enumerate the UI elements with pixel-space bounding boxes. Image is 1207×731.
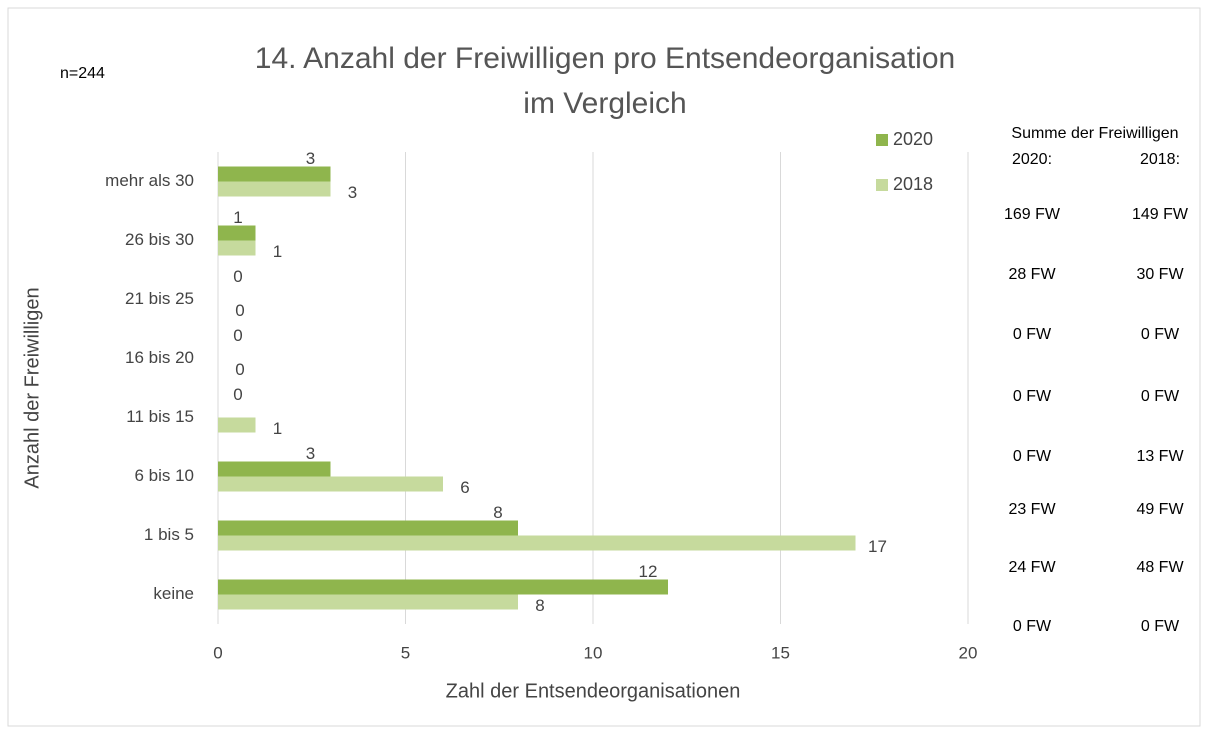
table-cell: 23 FW	[1008, 501, 1056, 518]
table-title: Summe der Freiwilligen	[1011, 125, 1178, 142]
data-label: 3	[306, 444, 315, 463]
bar	[218, 535, 856, 551]
table-cell: 0 FW	[1013, 388, 1052, 405]
chart-frame	[7, 7, 1201, 727]
data-label: 17	[868, 537, 887, 556]
data-label: 1	[273, 242, 282, 261]
data-label: 8	[493, 503, 502, 522]
data-label: 1	[273, 419, 282, 438]
y-tick-label: 1 bis 5	[144, 525, 194, 544]
chart-title: 14. Anzahl der Freiwilligen pro Entsende…	[255, 42, 955, 75]
y-tick-label: mehr als 30	[105, 171, 194, 190]
data-label: 0	[235, 360, 244, 379]
table-header: 2018:	[1140, 151, 1180, 168]
bar	[218, 594, 518, 610]
x-tick-label: 15	[771, 643, 790, 662]
table-cell: 149 FW	[1132, 206, 1189, 223]
x-tick-label: 10	[584, 643, 603, 662]
x-axis-label: Zahl der Entsendeorganisationen	[446, 680, 741, 702]
bar	[218, 181, 331, 197]
bar	[218, 520, 518, 536]
bar	[218, 461, 331, 477]
bar	[218, 579, 668, 595]
y-axis-label: Anzahl der Freiwilligen	[21, 287, 43, 488]
table-cell: 0 FW	[1013, 618, 1052, 635]
x-tick-label: 20	[959, 643, 978, 662]
table-cell: 28 FW	[1008, 266, 1056, 283]
chart-title: im Vergleich	[523, 87, 686, 120]
table-cell: 0 FW	[1141, 326, 1180, 343]
data-label: 6	[460, 478, 469, 497]
bar	[218, 240, 256, 256]
bar	[218, 225, 256, 241]
table-cell: 0 FW	[1141, 388, 1180, 405]
table-cell: 0 FW	[1013, 326, 1052, 343]
table-cell: 0 FW	[1013, 448, 1052, 465]
y-tick-label: 26 bis 30	[125, 230, 194, 249]
data-label: 0	[233, 385, 242, 404]
data-label: 1	[233, 208, 242, 227]
table-cell: 30 FW	[1136, 266, 1184, 283]
legend-swatch	[876, 134, 888, 146]
x-tick-label: 5	[401, 643, 410, 662]
table-cell: 169 FW	[1004, 206, 1061, 223]
table-cell: 48 FW	[1136, 559, 1184, 576]
bar	[218, 166, 331, 182]
data-label: 0	[235, 301, 244, 320]
data-label: 3	[306, 149, 315, 168]
y-tick-label: 6 bis 10	[134, 466, 194, 485]
table-cell: 49 FW	[1136, 501, 1184, 518]
table-cell: 0 FW	[1141, 618, 1180, 635]
table-cell: 13 FW	[1136, 448, 1184, 465]
data-label: 0	[233, 267, 242, 286]
data-label: 3	[348, 183, 357, 202]
data-label: 8	[535, 596, 544, 615]
y-tick-label: keine	[153, 584, 194, 603]
x-tick-label: 0	[213, 643, 222, 662]
table-header: 2020:	[1012, 151, 1052, 168]
annotation: n=244	[60, 65, 105, 82]
y-tick-label: 21 bis 25	[125, 289, 194, 308]
legend-label: 2020	[893, 129, 933, 149]
legend-label: 2018	[893, 174, 933, 194]
table-cell: 24 FW	[1008, 559, 1056, 576]
y-tick-label: 16 bis 20	[125, 348, 194, 367]
y-tick-label: 11 bis 15	[126, 407, 194, 426]
bar	[218, 476, 443, 492]
legend-swatch	[876, 179, 888, 191]
bar	[218, 417, 256, 433]
data-label: 12	[639, 562, 658, 581]
data-label: 0	[233, 326, 242, 345]
